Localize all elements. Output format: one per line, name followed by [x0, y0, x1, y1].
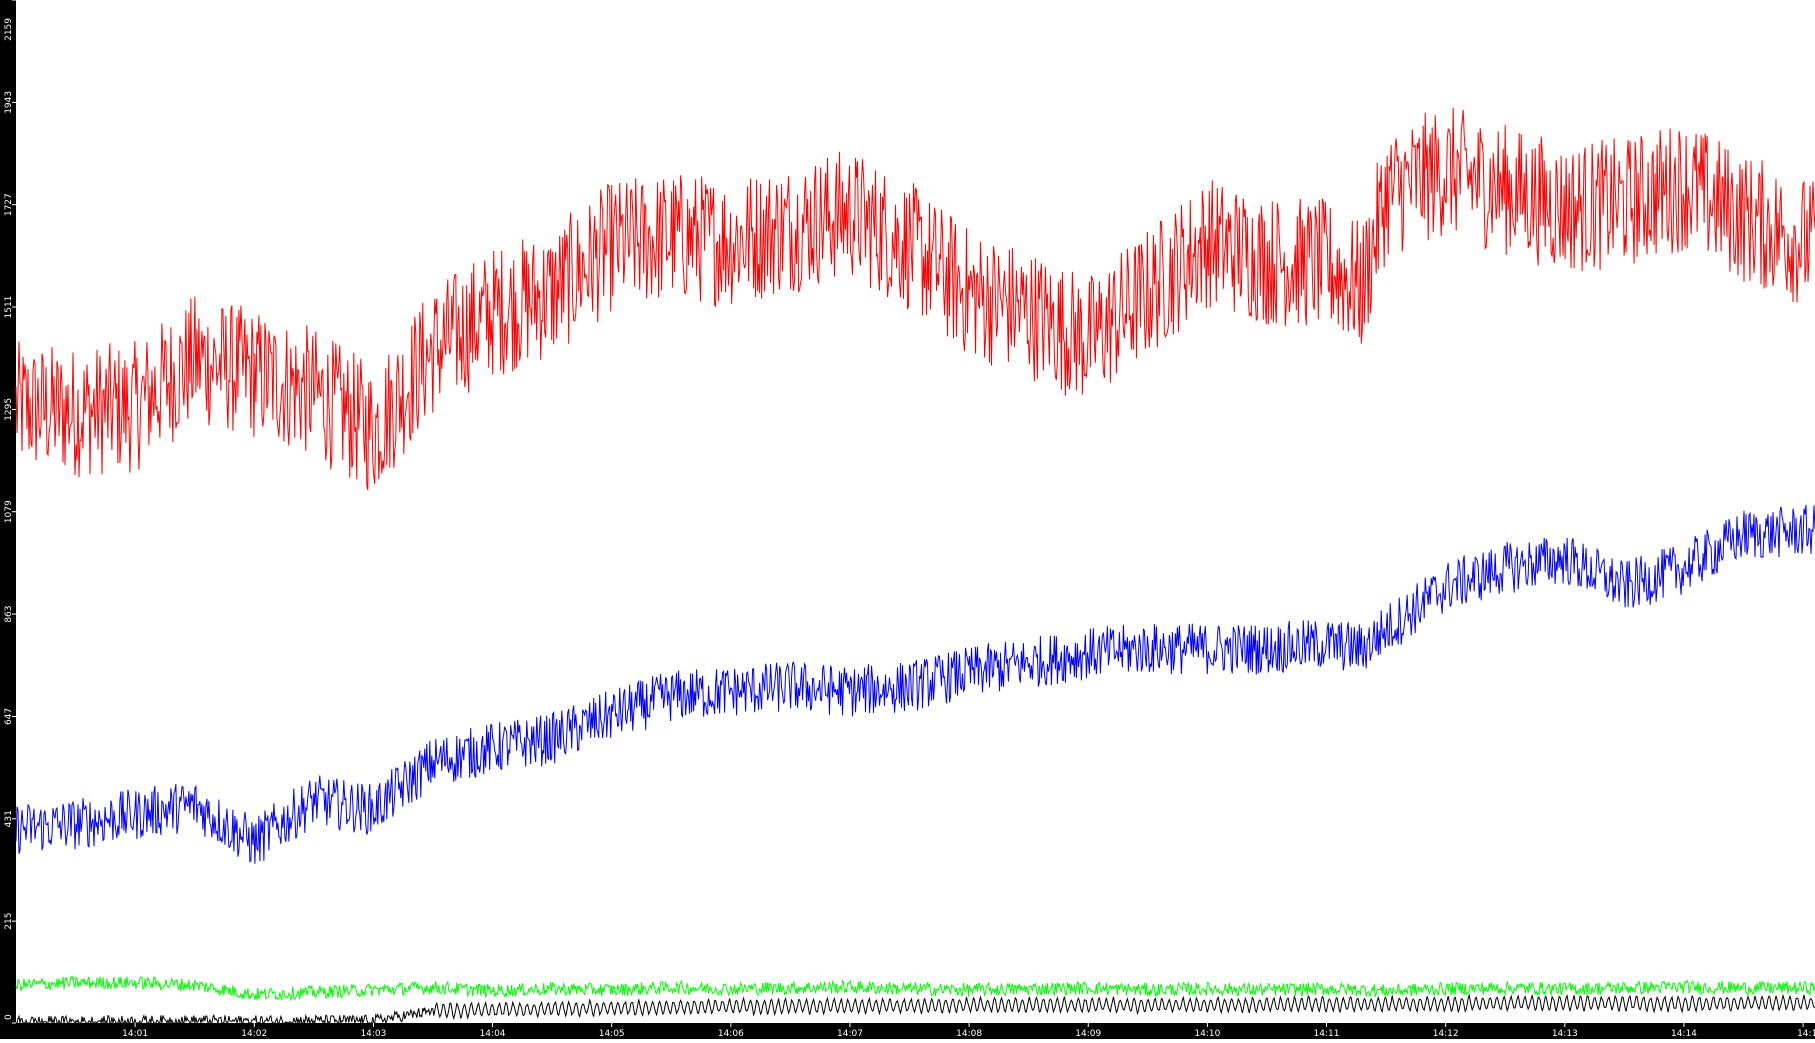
y-tick-label: 1943	[4, 91, 14, 114]
x-tick-label: 14:05	[599, 1029, 625, 1039]
x-tick-label: 14:10	[1194, 1029, 1220, 1039]
x-tick-label: 14:11	[1314, 1029, 1340, 1039]
x-tick-label: 14:04	[480, 1029, 506, 1039]
y-tick-layer: 0 215 431 647 863 1079 1295 1511 1727 1943 2159	[4, 0, 16, 1024]
x-tick-label: 14:03	[360, 1029, 386, 1039]
x-tick-label: 14:12	[1433, 1029, 1459, 1039]
x-tick-label: 14:01	[122, 1029, 148, 1039]
x-tick-label: 14:13	[1552, 1029, 1578, 1039]
series-line-2	[15, 975, 1815, 1002]
series-line-3	[16, 993, 1815, 1025]
y-tick-label: 1295	[4, 398, 14, 421]
y-tick-label: 1079	[4, 500, 14, 523]
y-tick-label: 1511	[4, 296, 14, 319]
y-tick-label: 215	[4, 913, 14, 930]
series-line-0	[15, 107, 1815, 491]
x-tick-label: 14:02	[241, 1029, 267, 1039]
x-tick-label: 14:08	[956, 1029, 982, 1039]
x-tick-layer: 14:01 14:02 14:03 14:04 14:05 14:06 14:07 14:08…	[122, 1023, 1815, 1039]
x-tick-label: 14:15	[1797, 1029, 1815, 1039]
y-tick-label: 2159	[4, 18, 14, 41]
x-tick-label: 14:07	[837, 1029, 863, 1039]
y-axis-strip	[0, 0, 16, 1039]
series-line-1	[15, 504, 1815, 864]
y-tick-label: 0	[4, 1014, 14, 1020]
x-tick-label: 14:06	[718, 1029, 744, 1039]
x-axis-strip	[0, 1023, 1815, 1039]
y-tick-label: 647	[4, 708, 14, 725]
y-tick-label: 431	[4, 810, 14, 827]
y-tick-label: 863	[4, 605, 14, 622]
x-tick-label: 14:14	[1671, 1029, 1697, 1039]
series-layer	[15, 107, 1815, 1025]
y-tick-label: 1727	[4, 193, 14, 216]
x-tick-label: 14:09	[1075, 1029, 1101, 1039]
